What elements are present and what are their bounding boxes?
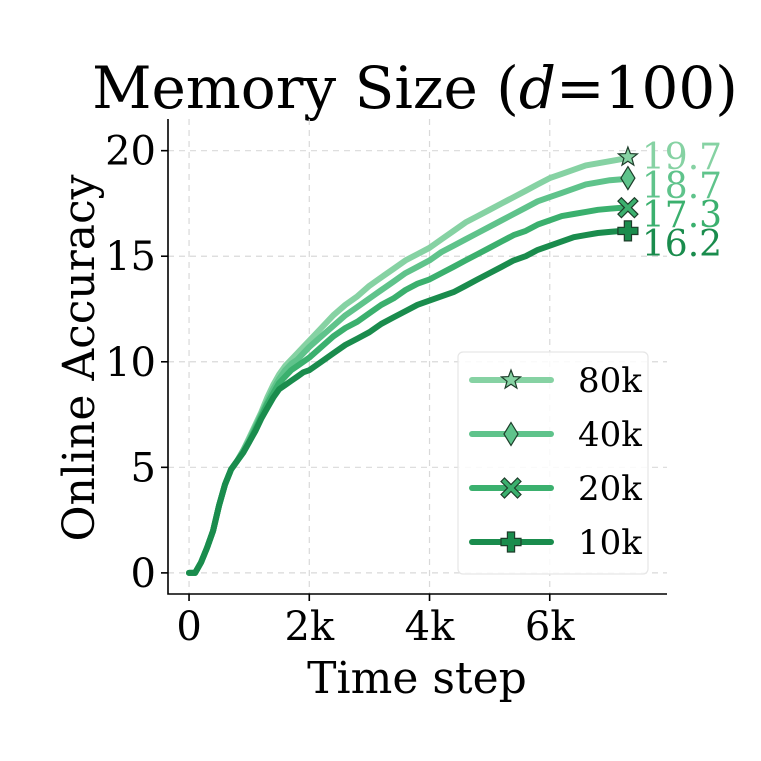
legend-marker-10k <box>500 531 522 553</box>
y-tick-label: 5 <box>131 445 156 491</box>
series-end-marker-10k <box>617 220 639 242</box>
legend: 80k 40k 20k 10k <box>457 351 649 575</box>
legend-label-20k: 20k <box>578 469 642 509</box>
y-tick-label: 10 <box>105 340 156 386</box>
end-label-80k: 19.7 <box>642 137 722 178</box>
series-end-marker-20k <box>617 196 639 219</box>
legend-label-10k: 10k <box>578 523 642 563</box>
series-line-10k <box>186 227 631 576</box>
end-label-20k: 17.3 <box>642 195 722 236</box>
series-lines <box>186 145 640 576</box>
x-axis-label: Time step <box>307 653 527 704</box>
legend-marker-80k <box>499 368 523 390</box>
legend-label-80k: 80k <box>578 361 642 401</box>
x-tick-label: 4k <box>405 604 455 650</box>
legend-marker-20k <box>500 477 522 499</box>
legend-label-40k: 40k <box>578 415 642 455</box>
series-end-marker-80k <box>616 145 640 167</box>
chart-title-prefix: Memory Size ( <box>92 54 519 122</box>
x-tick-label: 0 <box>176 604 201 650</box>
y-tick-label: 15 <box>105 234 156 280</box>
end-labels: 19.718.717.316.2 <box>642 137 722 265</box>
series-end-marker-40k <box>620 165 636 191</box>
y-axis-label: Online Accuracy <box>54 174 105 541</box>
legend-marker-40k <box>503 421 519 447</box>
legend-box <box>457 351 649 575</box>
y-tick-label: 0 <box>131 551 156 597</box>
axes: 0 2k 4k 6k 0 5 10 15 20 <box>105 119 667 650</box>
y-tick-label: 20 <box>105 129 156 175</box>
chart-title-suffix: =100) <box>556 54 738 122</box>
chart-title: Memory Size (d=100) <box>92 54 738 122</box>
end-label-40k: 18.7 <box>642 166 722 207</box>
axis-spines <box>167 119 667 595</box>
end-label-10k: 16.2 <box>642 224 722 265</box>
chart-title-var: d <box>519 54 556 122</box>
x-tick-label: 2k <box>284 604 334 650</box>
x-tick-label: 6k <box>525 604 575 650</box>
